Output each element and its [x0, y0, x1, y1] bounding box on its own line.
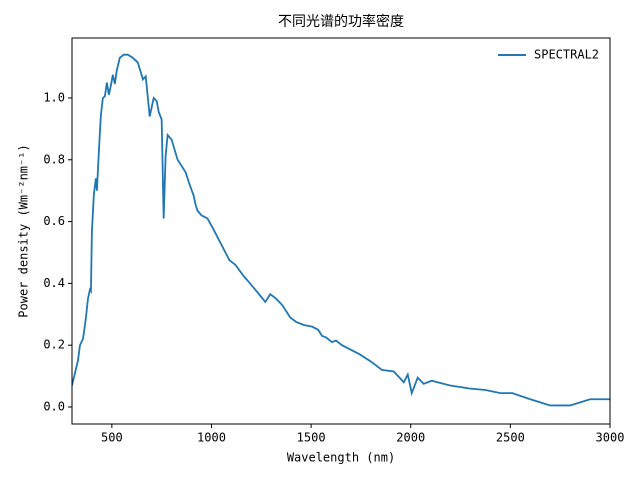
y-tick-label: 0.0: [43, 400, 65, 414]
x-tick-label: 500: [101, 431, 123, 445]
y-tick-label: 0.2: [43, 338, 65, 352]
x-tick-label: 3000: [596, 431, 625, 445]
y-axis-label: Power density (Wm⁻²nm⁻¹): [17, 144, 31, 317]
y-tick-label: 0.4: [43, 276, 65, 290]
x-tick-label: 1500: [297, 431, 326, 445]
x-tick-label: 2000: [396, 431, 425, 445]
y-tick-label: 0.8: [43, 152, 65, 166]
x-tick-label: 2500: [496, 431, 525, 445]
chart-title: 不同光谱的功率密度: [278, 13, 404, 30]
x-tick-label: 1000: [197, 431, 226, 445]
y-tick-label: 0.6: [43, 214, 65, 228]
legend-label: SPECTRAL2: [534, 48, 599, 62]
plot-frame: [71, 37, 611, 425]
y-tick-label: 1.0: [43, 90, 65, 104]
x-axis-label: Wavelength (nm): [287, 451, 395, 465]
line-series: [72, 53, 610, 407]
